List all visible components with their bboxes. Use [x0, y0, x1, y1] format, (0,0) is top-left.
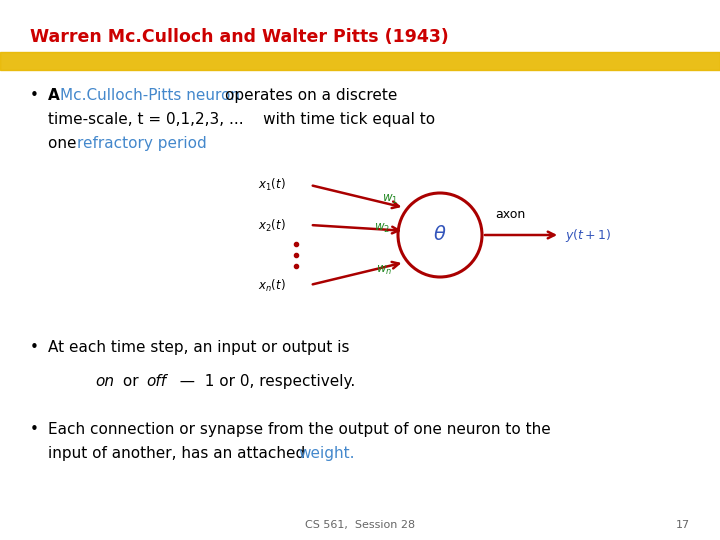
Text: $x_2(t)$: $x_2(t)$: [258, 218, 286, 234]
Text: refractory period: refractory period: [77, 136, 207, 151]
Text: Each connection or synapse from the output of one neuron to the: Each connection or synapse from the outp…: [48, 422, 551, 437]
Text: $x_n(t)$: $x_n(t)$: [258, 278, 286, 294]
Text: $w_2$: $w_2$: [374, 222, 390, 235]
Text: input of another, has an attached: input of another, has an attached: [48, 446, 310, 461]
Text: A: A: [48, 88, 60, 103]
Text: •: •: [30, 340, 39, 355]
Text: 17: 17: [676, 520, 690, 530]
Text: Warren Mc.Culloch and Walter Pitts (1943): Warren Mc.Culloch and Walter Pitts (1943…: [30, 28, 449, 46]
Text: on: on: [95, 374, 114, 389]
Text: time-scale, t = 0,1,2,3, ...    with time tick equal to: time-scale, t = 0,1,2,3, ... with time t…: [48, 112, 435, 127]
Text: $\theta$: $\theta$: [433, 226, 447, 245]
Text: •: •: [30, 422, 39, 437]
Bar: [0, 52, 720, 70]
Text: operates on a discrete: operates on a discrete: [225, 88, 397, 103]
Text: weight.: weight.: [298, 446, 354, 461]
Text: CS 561,  Session 28: CS 561, Session 28: [305, 520, 415, 530]
Text: $y(t+1)$: $y(t+1)$: [565, 226, 611, 244]
Text: $x_1(t)$: $x_1(t)$: [258, 177, 286, 193]
Text: off: off: [146, 374, 166, 389]
Text: —  1 or 0, respectively.: — 1 or 0, respectively.: [170, 374, 355, 389]
Text: Mc.Culloch-Pitts neuron: Mc.Culloch-Pitts neuron: [60, 88, 240, 103]
Text: axon: axon: [495, 208, 525, 221]
Text: or: or: [118, 374, 143, 389]
Text: •: •: [30, 88, 39, 103]
Text: At each time step, an input or output is: At each time step, an input or output is: [48, 340, 349, 355]
Text: $w_n$: $w_n$: [376, 264, 392, 277]
Text: one: one: [48, 136, 81, 151]
Text: $w_1$: $w_1$: [382, 193, 398, 206]
